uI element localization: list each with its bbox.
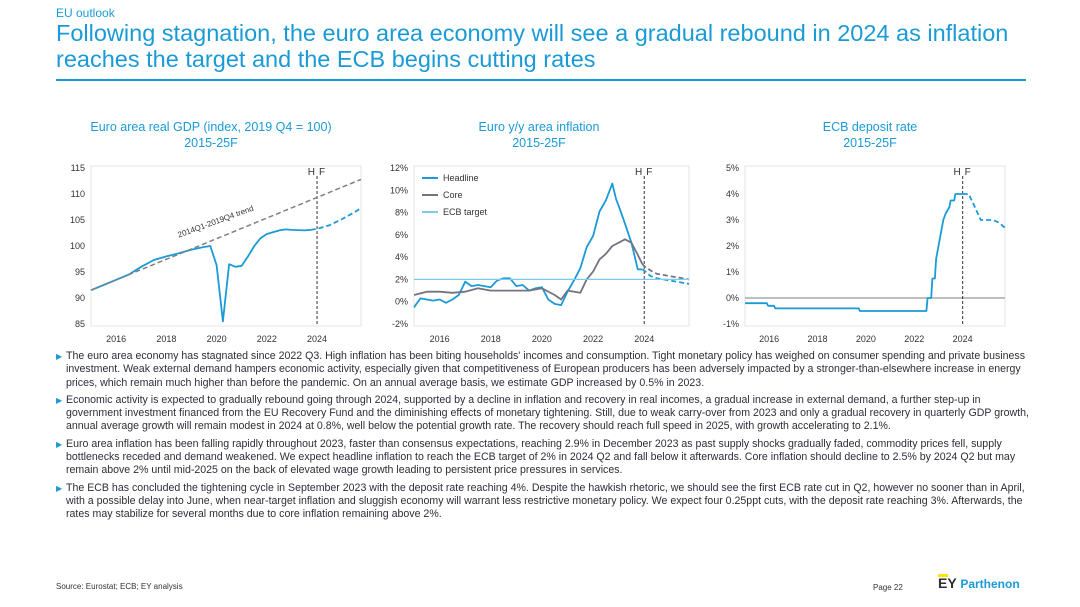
gdp-chart-title: Euro area real GDP (index, 2019 Q4 = 100…	[56, 119, 366, 151]
gdp-x-tick-label: 2020	[207, 334, 227, 344]
deposit-rate-y-tick-label: 3%	[726, 215, 739, 225]
bullet-item: ▶ Euro area inflation has been falling ra…	[56, 438, 1031, 478]
gdp-trend-annotation: 2014Q1-2019Q4 trend	[177, 204, 255, 240]
inflation-y-tick-label: 0%	[395, 297, 408, 307]
deposit-rate-history-marker: H	[953, 167, 960, 178]
gdp-y-tick-label: 105	[70, 215, 85, 225]
deposit-rate-chart-title-text: ECB deposit rate	[822, 120, 918, 134]
bullet-item: ▶ Economic activity is expected to gradua…	[56, 394, 1031, 434]
inflation-y-tick-label: 2%	[395, 274, 408, 284]
section-label: EU outlook	[56, 6, 115, 20]
inflation-y-tick-label: 4%	[395, 252, 408, 262]
inflation-chart-title-text: Euro y/y area inflation	[478, 120, 600, 134]
inflation-chart: -2% 0% 2% 4% 6% 8% 10% 12% 2016 2018 2020 2022 2024 H…	[390, 163, 690, 344]
deposit-rate-x-tick-label: 2016	[759, 334, 779, 344]
gdp-y-tick-label: 90	[75, 293, 85, 303]
deposit-rate-x-tick-label: 2020	[856, 334, 876, 344]
deposit-rate-y-tick-label: 0%	[726, 293, 739, 303]
deposit-rate-forecast-marker: F	[965, 167, 971, 178]
inflation-x-tick-label: 2020	[532, 334, 552, 344]
inflation-history-marker: H	[635, 167, 642, 178]
gdp-series-actual	[90, 228, 311, 323]
deposit-rate-chart: -1% 0% 1% 2% 3% 4% 5% 2016 2018 2020 2022 2024 H F	[723, 163, 1006, 344]
bullet-item: ▶ The euro area economy has stagnated sin…	[56, 350, 1031, 390]
inflation-plot-frame	[413, 165, 690, 327]
page-number: Page 22	[873, 583, 903, 592]
gdp-x-tick-label: 2022	[257, 334, 277, 344]
bullet-arrow-icon: ▶	[56, 352, 63, 361]
inflation-series-core-actual	[413, 238, 644, 301]
inflation-series-headline-forecast	[641, 268, 690, 285]
deposit-rate-series-actual	[745, 193, 963, 312]
deposit-rate-chart-title: ECB deposit rate 2015-25F	[715, 119, 1025, 151]
gdp-series-trend	[90, 178, 362, 291]
gdp-chart-title-text: Euro area real GDP (index, 2019 Q4 = 100…	[90, 120, 332, 134]
inflation-chart-subtitle: 2015-25F	[512, 136, 566, 150]
bullet-item: ▶ The ECB has concluded the tightening cy…	[56, 482, 1031, 522]
gdp-y-tick-label: 85	[75, 319, 85, 329]
deposit-rate-x-tick-label: 2022	[904, 334, 924, 344]
bullet-text: Euro area inflation has been falling rap…	[66, 437, 1016, 477]
inflation-x-tick-label: 2022	[583, 334, 603, 344]
inflation-y-tick-label: -2%	[392, 319, 408, 329]
inflation-series-headline-actual	[413, 182, 643, 308]
inflation-y-tick-label: 8%	[395, 208, 408, 218]
inflation-x-tick-label: 2018	[481, 334, 501, 344]
gdp-plot-frame	[90, 165, 362, 327]
gdp-y-tick-label: 115	[71, 163, 85, 173]
gdp-x-tick-label: 2024	[307, 334, 327, 344]
gdp-history-marker: H	[308, 167, 315, 178]
deposit-rate-y-tick-label: -1%	[723, 319, 739, 329]
inflation-legend-label: Core	[443, 190, 463, 200]
deposit-rate-plot-frame	[744, 165, 1006, 327]
bullet-arrow-icon: ▶	[56, 483, 63, 493]
bullet-arrow-icon: ▶	[56, 395, 63, 405]
gdp-x-tick-label: 2016	[106, 334, 126, 344]
inflation-y-tick-label: 10%	[390, 185, 408, 195]
inflation-legend-label: Headline	[443, 173, 479, 183]
gdp-y-tick-label: 110	[71, 189, 85, 199]
gdp-y-tick-label: 95	[75, 267, 85, 277]
inflation-forecast-marker: F	[646, 167, 652, 178]
bullet-list: ▶ The euro area economy has stagnated sin…	[56, 350, 1031, 526]
gdp-chart-subtitle: 2015-25F	[184, 136, 238, 150]
inflation-x-tick-label: 2024	[634, 334, 654, 344]
gdp-y-tick-label: 100	[70, 241, 85, 251]
deposit-rate-y-tick-label: 2%	[726, 241, 739, 251]
gdp-forecast-marker: F	[319, 167, 325, 178]
inflation-legend-label: ECB target	[443, 207, 488, 217]
bullet-text: Economic activity is expected to gradual…	[66, 393, 1029, 433]
deposit-rate-chart-subtitle: 2015-25F	[843, 136, 897, 150]
title-divider	[56, 79, 1026, 81]
logo-parthenon-text: Parthenon	[960, 577, 1020, 591]
gdp-chart: 85 90 95 100 105 110 115 2016 2018 2020 2022 2024 H F…	[70, 163, 362, 344]
logo-ey-text: EY	[938, 575, 957, 591]
gdp-series-forecast	[310, 207, 362, 231]
deposit-rate-y-tick-label: 1%	[726, 267, 739, 277]
bullet-text: The euro area economy has stagnated sinc…	[66, 350, 1025, 389]
inflation-chart-title: Euro y/y area inflation 2015-25F	[384, 119, 694, 151]
ey-beam-icon	[938, 574, 948, 577]
gdp-x-tick-label: 2018	[156, 334, 176, 344]
page-title: Following stagnation, the euro area econ…	[56, 20, 1009, 72]
bullet-text: The ECB has concluded the tightening cyc…	[66, 481, 1025, 521]
inflation-y-tick-label: 12%	[390, 163, 408, 173]
source-note: Source: Eurostat; ECB; EY analysis	[56, 582, 183, 591]
deposit-rate-y-tick-label: 4%	[726, 189, 739, 199]
ey-parthenon-logo: EY Parthenon	[938, 574, 1020, 591]
deposit-rate-series-forecast	[962, 193, 1006, 229]
bullet-arrow-icon: ▶	[56, 439, 63, 449]
inflation-y-tick-label: 6%	[395, 230, 408, 240]
inflation-series-core-forecast	[641, 263, 690, 281]
inflation-x-tick-label: 2016	[430, 334, 450, 344]
deposit-rate-x-tick-label: 2024	[953, 334, 973, 344]
deposit-rate-y-tick-label: 5%	[726, 163, 739, 173]
deposit-rate-x-tick-label: 2018	[808, 334, 828, 344]
